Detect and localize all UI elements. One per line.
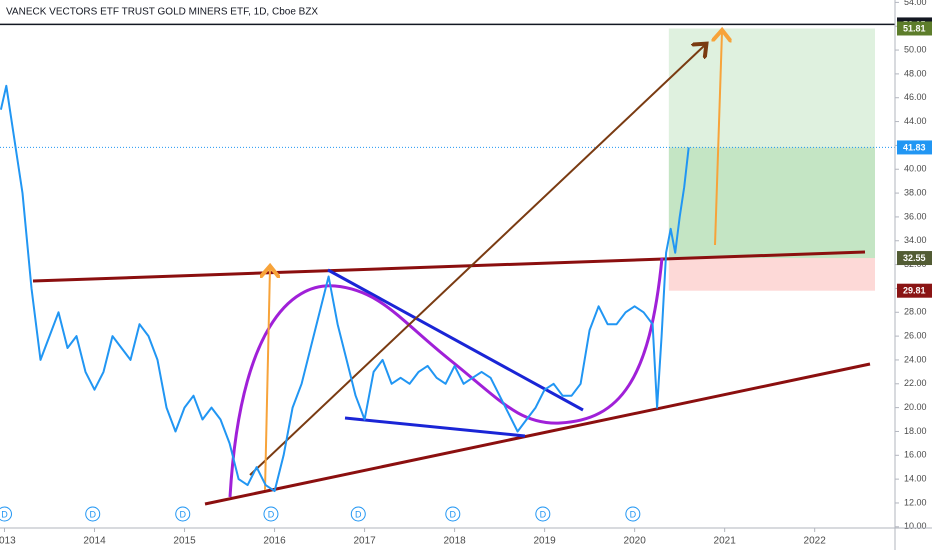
dividend-marker [0, 506, 12, 522]
price-label: 32.55 [903, 253, 926, 263]
price-label-bg [897, 21, 932, 36]
x-tick-label: 2014 [83, 536, 106, 547]
wedge-bottom [344, 416, 526, 438]
dividend-label: D [450, 509, 457, 519]
y-tick-label: 34.00 [904, 235, 927, 245]
x-tick-label: 2018 [443, 536, 466, 547]
x-tick-label: 2019 [533, 536, 556, 547]
y-tick-label: 38.00 [904, 187, 927, 197]
profit-zone-filled [668, 147, 875, 259]
chart-title: VANECK VECTORS ETF TRUST GOLD MINERS ETF… [6, 7, 318, 18]
dividend-marker [175, 506, 191, 522]
price-label-bg [897, 140, 932, 155]
price-label: 41.83 [903, 142, 926, 152]
y-tick-label: 46.00 [904, 92, 927, 102]
x-tick-label: 2022 [804, 536, 827, 547]
y-tick-label: 10.00 [904, 521, 927, 531]
y-tick-label: 28.00 [904, 307, 927, 317]
price-label: 51.81 [903, 23, 926, 33]
resistance-line [32, 250, 866, 283]
dividend-marker [85, 506, 101, 522]
wedge-top [327, 268, 584, 412]
dividend-label: D [1, 509, 8, 519]
y-tick-label: 14.00 [904, 474, 927, 484]
y-tick-label: 20.00 [904, 402, 927, 412]
x-tick-label: 2017 [353, 536, 376, 547]
dividend-label: D [540, 509, 547, 519]
dividend-label: D [179, 509, 186, 519]
y-tick-label: 36.00 [904, 211, 927, 221]
dividend-label: D [355, 509, 362, 519]
dividend-marker [535, 506, 551, 522]
price-label-bg [897, 251, 932, 266]
dividend-label: D [89, 509, 96, 519]
dividend-marker [445, 506, 461, 522]
price-label-bg [897, 283, 932, 298]
y-tick-label: 54.00 [904, 0, 927, 7]
y-tick-label: 24.00 [904, 354, 927, 364]
x-tick-label: 2021 [714, 536, 737, 547]
projection-arrow [715, 32, 722, 246]
y-tick-label: 40.00 [904, 164, 927, 174]
target-arrow [249, 45, 705, 476]
y-tick-label: 12.00 [904, 497, 927, 507]
y-tick-label: 22.00 [904, 378, 927, 388]
dividend-marker [625, 506, 641, 522]
x-tick-label: 2015 [173, 536, 196, 547]
dividend-label: D [630, 509, 637, 519]
support-line [204, 362, 871, 506]
y-tick-label: 18.00 [904, 426, 927, 436]
dividend-marker [263, 506, 279, 522]
price-line [0, 84, 690, 493]
x-tick-label: 2020 [624, 536, 647, 547]
y-tick-label: 16.00 [904, 450, 927, 460]
y-tick-label: 48.00 [904, 68, 927, 78]
cup-arc [228, 257, 664, 498]
x-tick-label: 2016 [263, 536, 286, 547]
x-tick-label: 2013 [0, 536, 16, 547]
profit-zone [668, 28, 875, 259]
y-tick-label: 44.00 [904, 116, 927, 126]
measure-arrow [265, 268, 270, 491]
dividend-label: D [268, 509, 275, 519]
price-label: 29.81 [903, 286, 926, 296]
loss-zone [668, 258, 875, 291]
dividend-marker [350, 506, 366, 522]
y-tick-label: 26.00 [904, 330, 927, 340]
y-tick-label: 50.00 [904, 44, 927, 54]
